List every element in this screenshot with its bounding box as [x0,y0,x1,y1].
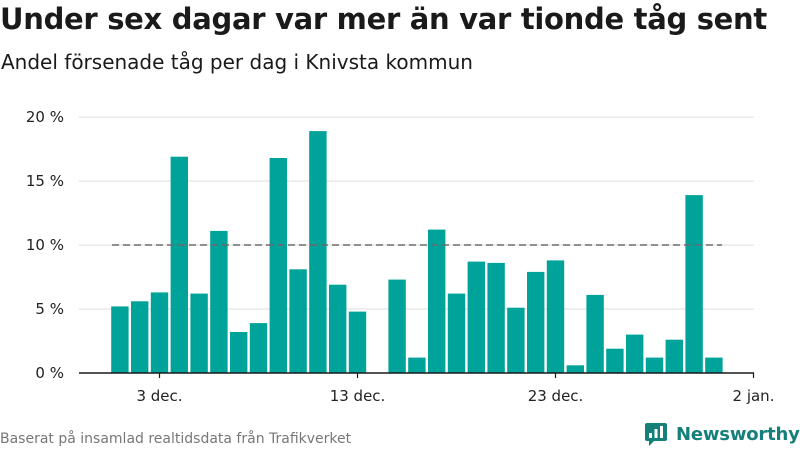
bar [527,271,545,373]
source-note: Baserat på insamlad realtidsdata från Tr… [0,431,352,447]
y-tick-label: 20 % [26,108,64,126]
bar [408,357,426,373]
bar [269,158,287,373]
chart-subtitle: Andel försenade tåg per dag i Knivsta ko… [1,50,473,74]
bar [665,339,683,373]
bar [447,293,466,373]
bar [289,269,307,373]
bar [586,294,604,373]
bar [606,348,624,373]
y-tick-label: 0 % [35,364,64,382]
x-tick-label: 3 dec. [136,387,182,405]
bar [566,365,584,373]
bar [131,301,149,373]
y-tick-label: 10 % [26,236,64,254]
newsworthy-logo-icon [645,423,667,446]
bar [487,262,505,373]
x-tick-label: 23 dec. [528,387,584,405]
x-tick-label: 13 dec. [330,387,386,405]
bar [210,230,228,373]
bar [546,260,565,373]
bar [467,261,485,373]
chart-title: Under sex dagar var mer än var tionde tå… [0,2,767,36]
bar [111,306,129,373]
bar [190,293,208,373]
bar [388,279,406,373]
bar [685,195,703,373]
brand-logo: Newsworthy [644,420,800,448]
y-tick-label: 5 % [35,300,64,318]
bar [705,357,723,373]
bar [249,323,268,373]
bar [309,131,327,373]
y-tick-label: 15 % [26,172,64,190]
bars [111,131,723,373]
bar [428,229,446,373]
x-tick-label: 2 jan. [733,387,775,405]
x-axis: 3 dec. 13 dec. 23 dec. 2 jan. [79,372,775,405]
bar [626,334,644,373]
brand-name: Newsworthy [676,423,800,445]
bar-chart: 0 % 5 % 10 % 15 % 20 % 3 dec. 13 dec. 23 dec. 2… [26,108,775,405]
y-axis-tick-labels: 0 % 5 % 10 % 15 % 20 % [26,108,64,382]
bar [645,357,664,373]
bar [230,332,248,373]
bar [150,292,169,373]
bar [329,284,347,373]
bar [170,156,188,373]
bar [348,311,367,373]
bar [507,307,525,373]
